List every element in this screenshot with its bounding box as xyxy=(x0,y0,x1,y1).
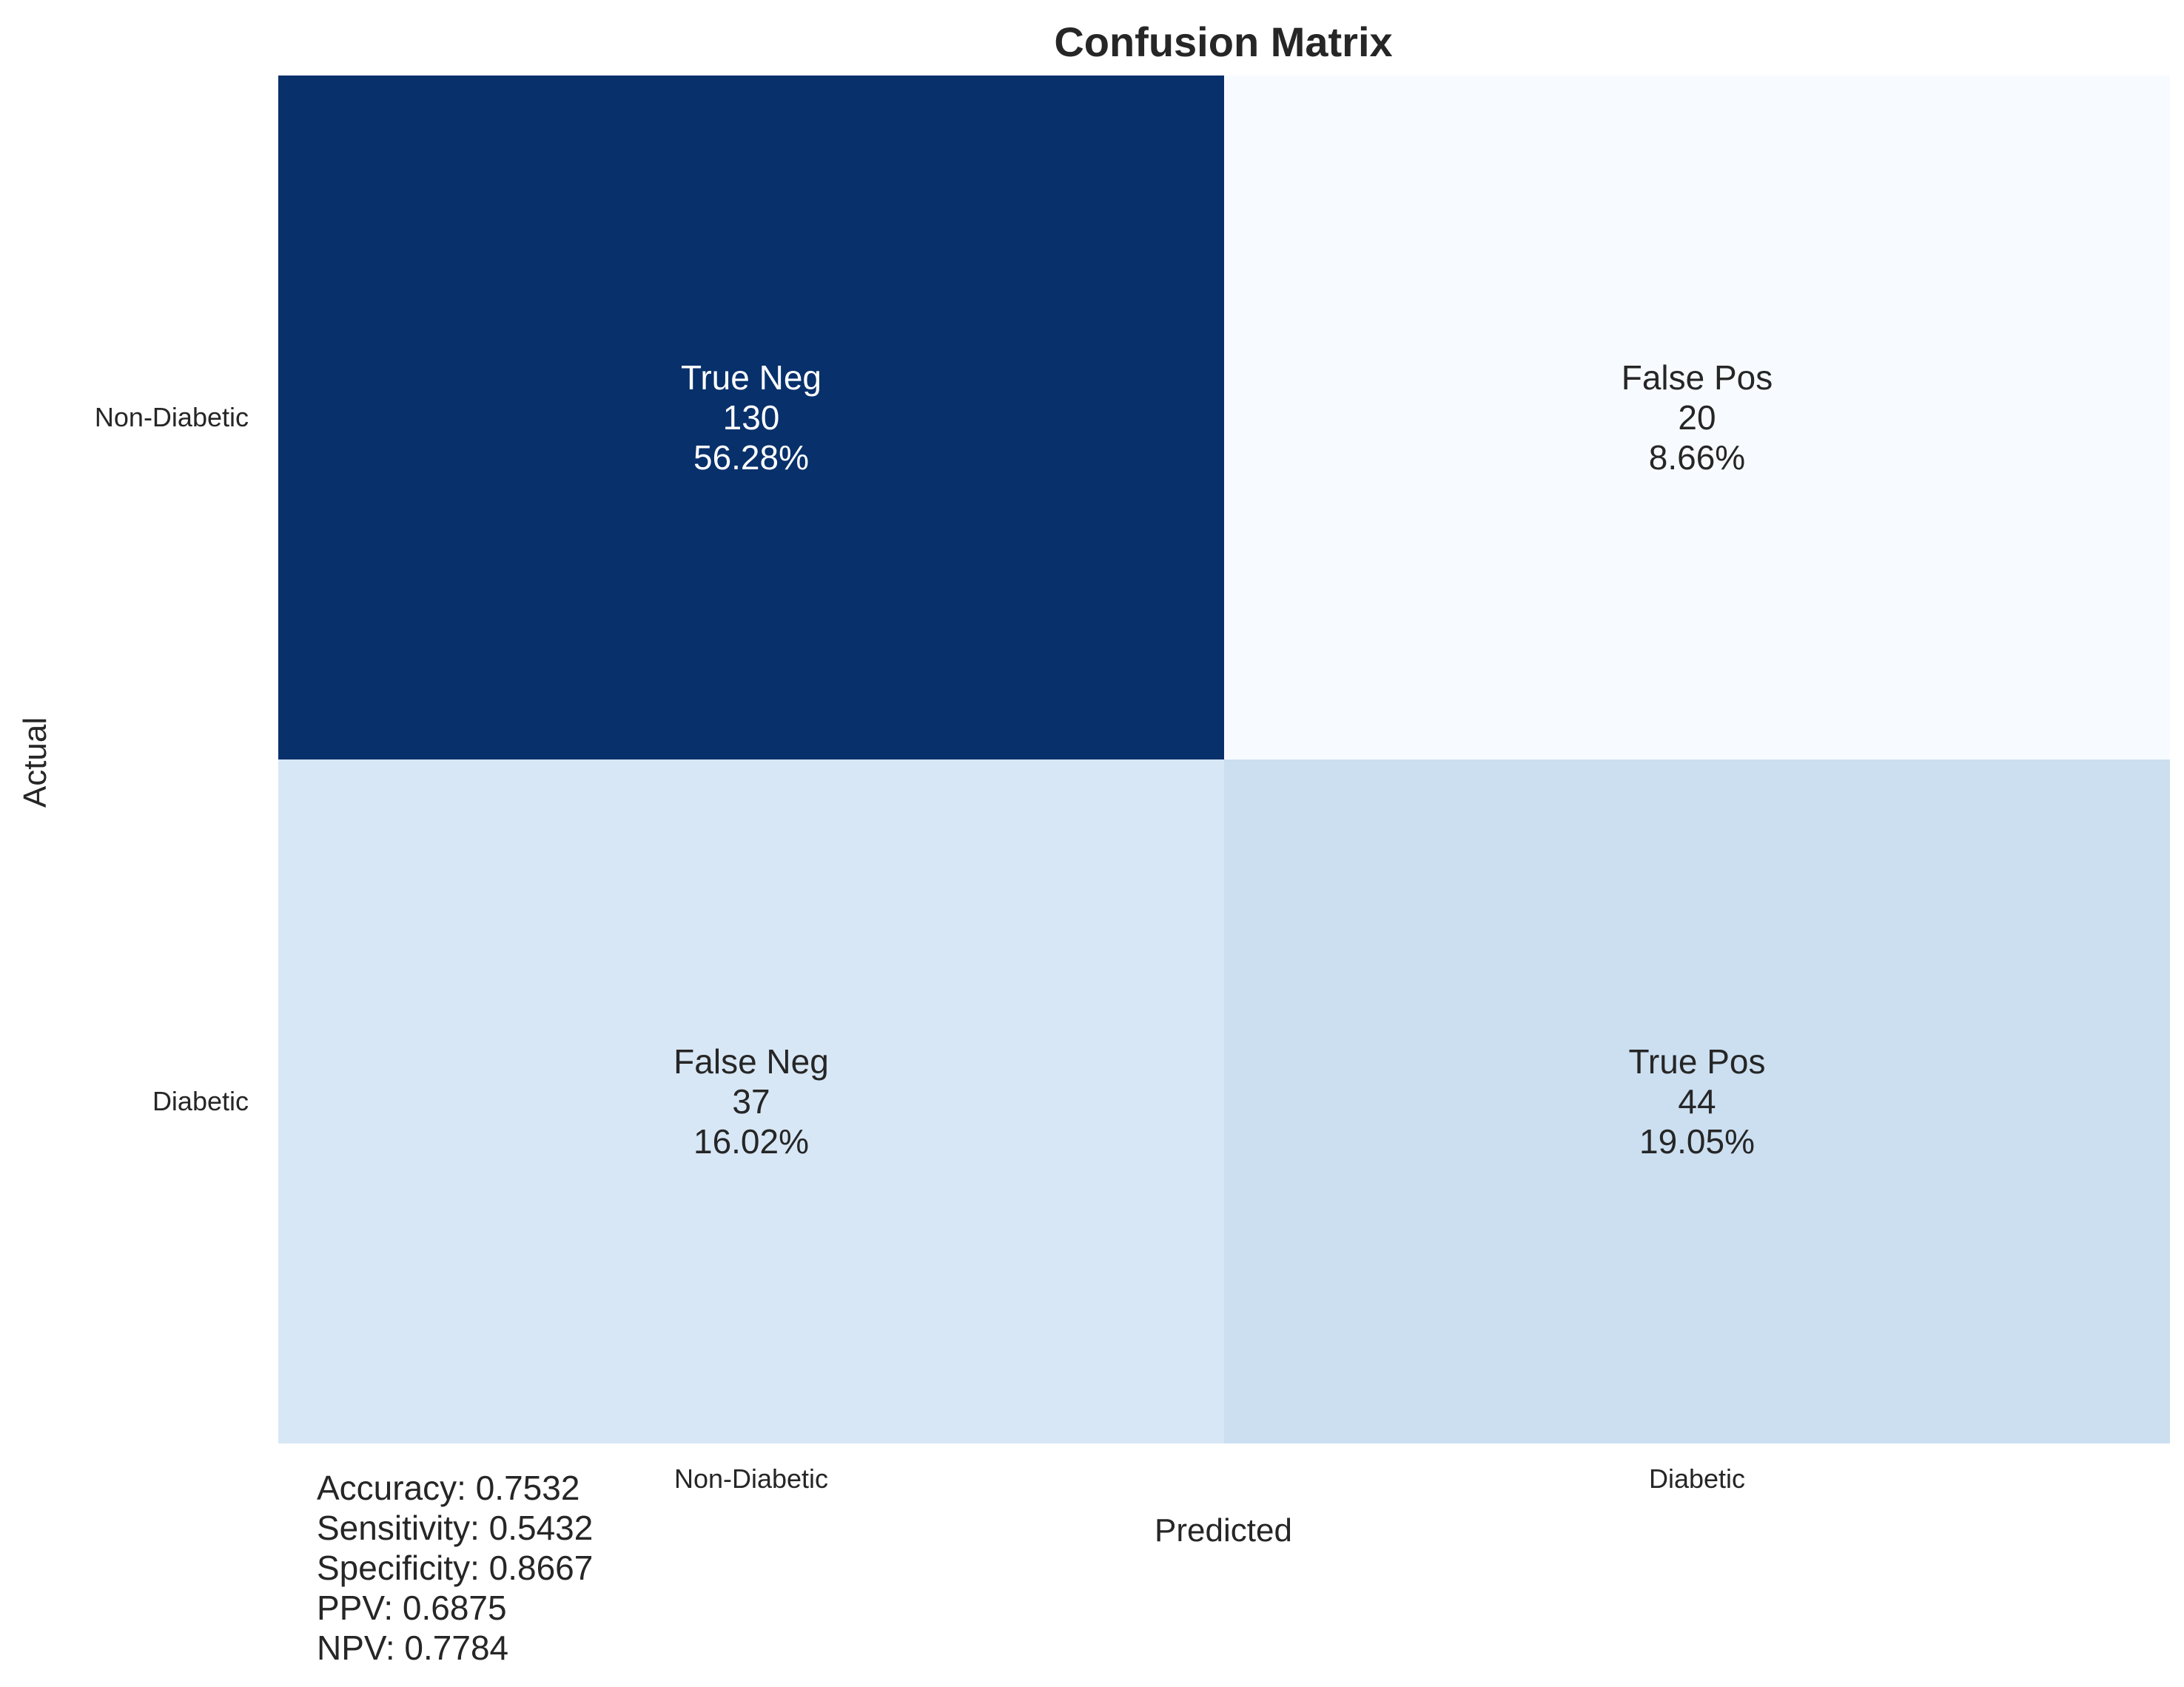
x-tick-label-0: Non-Diabetic xyxy=(674,1463,828,1494)
metric-line-2: Specificity: 0.8667 xyxy=(317,1549,593,1587)
x-axis-label: Predicted xyxy=(1155,1512,1292,1549)
cell-count-r1-c0: 37 xyxy=(732,1082,770,1121)
cell-label-r0-c0: True Neg xyxy=(681,358,821,397)
heatmap-cell-r1-c1 xyxy=(1224,759,2170,1443)
cell-count-r0-c1: 20 xyxy=(1678,398,1716,437)
y-tick-label-0: Non-Diabetic xyxy=(95,402,249,432)
cell-percent-r0-c0: 56.28% xyxy=(693,438,809,477)
metric-line-3: PPV: 0.6875 xyxy=(317,1589,507,1627)
cell-count-r1-c1: 44 xyxy=(1678,1082,1716,1121)
chart-title: Confusion Matrix xyxy=(1054,19,1392,65)
metric-line-4: NPV: 0.7784 xyxy=(317,1629,508,1667)
y-tick-labels: Non-Diabetic Diabetic xyxy=(95,402,249,1116)
cell-label-r1-c1: True Pos xyxy=(1629,1042,1766,1081)
y-axis-label: Actual xyxy=(17,717,53,808)
heatmap-cell-r1-c0 xyxy=(278,759,1224,1443)
heatmap-cell-r0-c0 xyxy=(278,76,1224,759)
metric-line-1: Sensitivity: 0.5432 xyxy=(317,1509,593,1547)
cell-percent-r1-c1: 19.05% xyxy=(1639,1122,1755,1161)
cell-label-r1-c0: False Neg xyxy=(673,1042,829,1081)
cell-count-r0-c0: 130 xyxy=(723,398,780,437)
heatmap-cell-r0-c1 xyxy=(1224,76,2170,759)
x-tick-labels: Non-Diabetic Diabetic xyxy=(674,1463,1745,1494)
metric-line-0: Accuracy: 0.7532 xyxy=(317,1469,579,1507)
cell-percent-r1-c0: 16.02% xyxy=(693,1122,809,1161)
cell-percent-r0-c1: 8.66% xyxy=(1649,438,1745,477)
x-tick-label-1: Diabetic xyxy=(1649,1463,1745,1494)
cell-label-r0-c1: False Pos xyxy=(1622,358,1773,397)
y-tick-label-1: Diabetic xyxy=(152,1086,249,1116)
